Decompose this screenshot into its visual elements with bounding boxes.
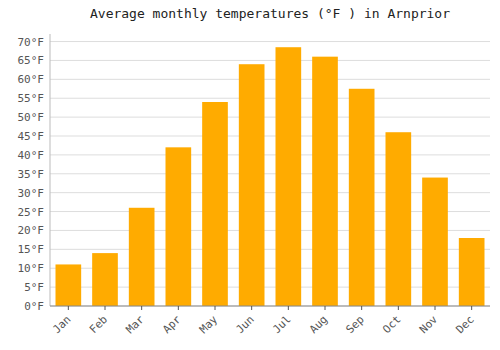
bar [459,238,485,306]
bar [202,102,228,306]
x-tick [68,306,69,310]
x-tick [178,306,179,310]
grid-line [50,154,490,155]
x-tick [215,306,216,310]
y-tick-label: 65°F [18,54,45,67]
y-tick-label: 50°F [18,111,45,124]
bar [56,264,82,306]
x-tick [288,306,289,310]
grid-line [50,79,490,80]
grid-line [50,136,490,137]
x-tick-label: Oct [380,313,403,336]
bar [129,208,155,306]
x-tick-label: Apr [160,313,184,337]
grid-line [50,306,490,307]
y-tick-label: 0°F [24,300,44,313]
y-tick-label: 60°F [18,73,45,86]
x-tick-label: Mar [124,313,148,337]
y-tick-label: 15°F [18,243,45,256]
bar [386,132,412,306]
grid-line [50,41,490,42]
y-tick-label: 25°F [18,206,45,219]
y-tick-label: 5°F [24,281,44,294]
x-tick-label: Sep [344,313,367,336]
x-tick [398,306,399,310]
x-tick-label: Jul [270,313,293,336]
x-tick-label: Jun [234,313,257,336]
x-tick [251,306,252,310]
grid-line [50,98,490,99]
y-tick-label: 30°F [18,187,45,200]
bar [92,253,118,306]
grid-line [50,60,490,61]
x-tick [105,306,106,310]
x-tick [435,306,436,310]
y-tick-label: 10°F [18,262,45,275]
bar [422,178,448,306]
grid-line [50,117,490,118]
bar [276,47,302,306]
chart: Average monthly temperatures (°F ) in Ar… [0,0,500,350]
bars [56,47,485,306]
y-grid [50,42,490,306]
y-tick-label: 70°F [18,36,45,49]
title: Average monthly temperatures (°F ) in Ar… [90,6,450,21]
x-tick [325,306,326,310]
y-tick-label: 20°F [18,224,45,237]
x-tick [471,306,472,310]
y-axis-line [50,34,51,306]
x-tick-label: Jan [50,313,73,336]
x-tick-label: Aug [307,313,330,336]
x-tick-label: Dec [454,313,477,336]
bar [312,57,338,306]
x-tick [141,306,142,310]
bar [349,89,375,306]
chart-container: Average monthly temperatures (°F ) in Ar… [0,0,500,350]
y-tick-label: 40°F [18,149,45,162]
y-tick-label: 35°F [18,168,45,181]
x-tick-label: Nov [417,313,441,337]
x-axis-line [50,306,490,307]
x-tick-label: Feb [87,313,110,336]
y-tick-label: 45°F [18,130,45,143]
bar [166,147,192,306]
bar [239,64,265,306]
x-tick [361,306,362,310]
x-tick-label: May [197,313,221,337]
y-tick-label: 55°F [18,92,45,105]
grid-line [50,173,490,174]
